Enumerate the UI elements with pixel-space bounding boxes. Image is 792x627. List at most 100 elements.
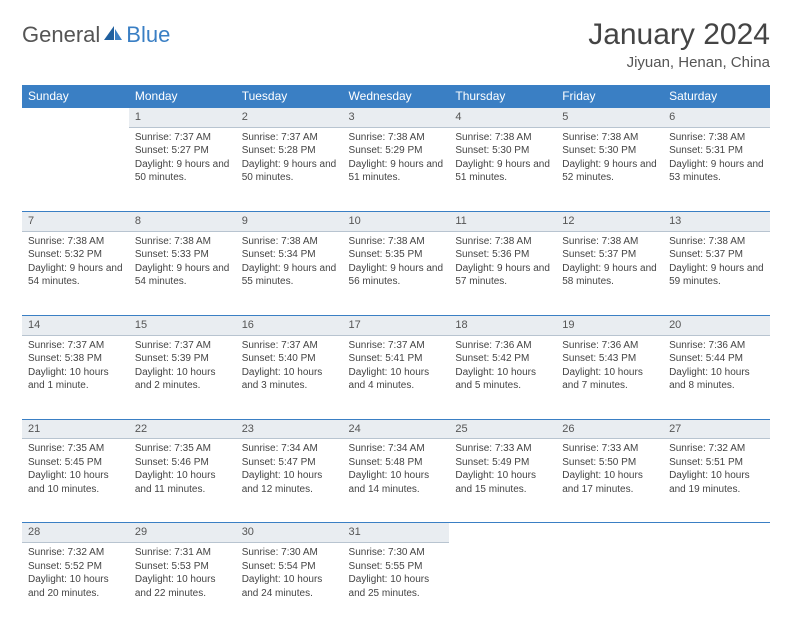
daylight-text: Daylight: 10 hours and 25 minutes. (349, 573, 444, 600)
day-cell: Sunrise: 7:36 AMSunset: 5:44 PMDaylight:… (663, 335, 770, 419)
day-cell: Sunrise: 7:38 AMSunset: 5:36 PMDaylight:… (449, 231, 556, 315)
daylight-text: Daylight: 10 hours and 20 minutes. (28, 573, 123, 600)
day-number: 29 (135, 526, 147, 538)
daylight-text: Daylight: 10 hours and 8 minutes. (669, 366, 764, 393)
sunrise-text: Sunrise: 7:37 AM (135, 339, 230, 353)
day-number: 27 (669, 423, 681, 435)
day-cell-body: Sunrise: 7:37 AMSunset: 5:40 PMDaylight:… (236, 336, 343, 399)
sunset-text: Sunset: 5:45 PM (28, 456, 123, 470)
sunset-text: Sunset: 5:55 PM (349, 560, 444, 574)
sunset-text: Sunset: 5:52 PM (28, 560, 123, 574)
day-cell: Sunrise: 7:30 AMSunset: 5:54 PMDaylight:… (236, 543, 343, 627)
day-number: 18 (455, 319, 467, 331)
sunset-text: Sunset: 5:29 PM (349, 144, 444, 158)
day-content-row: Sunrise: 7:32 AMSunset: 5:52 PMDaylight:… (22, 543, 770, 627)
sunrise-text: Sunrise: 7:32 AM (28, 546, 123, 560)
day-number-row: 28293031 (22, 523, 770, 543)
month-title: January 2024 (588, 18, 770, 52)
sunset-text: Sunset: 5:43 PM (562, 352, 657, 366)
daylight-text: Daylight: 10 hours and 5 minutes. (455, 366, 550, 393)
day-cell: Sunrise: 7:34 AMSunset: 5:48 PMDaylight:… (343, 439, 450, 523)
daylight-text: Daylight: 9 hours and 51 minutes. (349, 158, 444, 185)
day-number: 10 (349, 215, 361, 227)
location: Jiyuan, Henan, China (588, 54, 770, 71)
day-number: 12 (562, 215, 574, 227)
sunset-text: Sunset: 5:53 PM (135, 560, 230, 574)
day-number-cell: 22 (129, 419, 236, 439)
day-number-cell: 31 (343, 523, 450, 543)
day-cell-body: Sunrise: 7:36 AMSunset: 5:42 PMDaylight:… (449, 336, 556, 399)
day-cell-body: Sunrise: 7:35 AMSunset: 5:46 PMDaylight:… (129, 439, 236, 502)
day-number-cell: 3 (343, 108, 450, 128)
day-number-cell: 1 (129, 108, 236, 128)
day-number: 21 (28, 423, 40, 435)
day-cell: Sunrise: 7:34 AMSunset: 5:47 PMDaylight:… (236, 439, 343, 523)
day-number: 3 (349, 111, 355, 123)
sunset-text: Sunset: 5:35 PM (349, 248, 444, 262)
sunset-text: Sunset: 5:38 PM (28, 352, 123, 366)
day-content-row: Sunrise: 7:38 AMSunset: 5:32 PMDaylight:… (22, 231, 770, 315)
weekday-header: Monday (129, 85, 236, 108)
sunrise-text: Sunrise: 7:30 AM (242, 546, 337, 560)
day-cell-body: Sunrise: 7:37 AMSunset: 5:38 PMDaylight:… (22, 336, 129, 399)
daylight-text: Daylight: 9 hours and 54 minutes. (28, 262, 123, 289)
day-cell-body: Sunrise: 7:38 AMSunset: 5:37 PMDaylight:… (663, 232, 770, 295)
day-number: 9 (242, 215, 248, 227)
day-cell-body: Sunrise: 7:38 AMSunset: 5:31 PMDaylight:… (663, 128, 770, 191)
day-cell-body: Sunrise: 7:35 AMSunset: 5:45 PMDaylight:… (22, 439, 129, 502)
sunrise-text: Sunrise: 7:36 AM (669, 339, 764, 353)
day-number: 20 (669, 319, 681, 331)
day-number-cell: 14 (22, 315, 129, 335)
day-cell: Sunrise: 7:38 AMSunset: 5:31 PMDaylight:… (663, 127, 770, 211)
day-number: 22 (135, 423, 147, 435)
day-number-cell: 15 (129, 315, 236, 335)
sunrise-text: Sunrise: 7:31 AM (135, 546, 230, 560)
day-number: 11 (455, 215, 466, 227)
day-number-cell: 23 (236, 419, 343, 439)
sunset-text: Sunset: 5:39 PM (135, 352, 230, 366)
day-number-cell: 12 (556, 211, 663, 231)
sunset-text: Sunset: 5:37 PM (669, 248, 764, 262)
logo-text-blue: Blue (126, 22, 170, 48)
daylight-text: Daylight: 9 hours and 54 minutes. (135, 262, 230, 289)
sunrise-text: Sunrise: 7:38 AM (455, 131, 550, 145)
day-number: 25 (455, 423, 467, 435)
day-cell-body: Sunrise: 7:36 AMSunset: 5:44 PMDaylight:… (663, 336, 770, 399)
day-cell: Sunrise: 7:38 AMSunset: 5:35 PMDaylight:… (343, 231, 450, 315)
day-content-row: Sunrise: 7:37 AMSunset: 5:38 PMDaylight:… (22, 335, 770, 419)
weekday-header: Sunday (22, 85, 129, 108)
day-number-row: 14151617181920 (22, 315, 770, 335)
daylight-text: Daylight: 10 hours and 2 minutes. (135, 366, 230, 393)
sunset-text: Sunset: 5:32 PM (28, 248, 123, 262)
sunset-text: Sunset: 5:36 PM (455, 248, 550, 262)
day-cell: Sunrise: 7:37 AMSunset: 5:39 PMDaylight:… (129, 335, 236, 419)
daylight-text: Daylight: 10 hours and 1 minute. (28, 366, 123, 393)
sunset-text: Sunset: 5:51 PM (669, 456, 764, 470)
day-cell: Sunrise: 7:32 AMSunset: 5:52 PMDaylight:… (22, 543, 129, 627)
day-cell: Sunrise: 7:36 AMSunset: 5:43 PMDaylight:… (556, 335, 663, 419)
day-cell: Sunrise: 7:37 AMSunset: 5:27 PMDaylight:… (129, 127, 236, 211)
day-number-cell: 30 (236, 523, 343, 543)
daylight-text: Daylight: 10 hours and 19 minutes. (669, 469, 764, 496)
daylight-text: Daylight: 9 hours and 55 minutes. (242, 262, 337, 289)
sunrise-text: Sunrise: 7:38 AM (669, 235, 764, 249)
day-cell-body: Sunrise: 7:37 AMSunset: 5:39 PMDaylight:… (129, 336, 236, 399)
weekday-header: Tuesday (236, 85, 343, 108)
sunrise-text: Sunrise: 7:36 AM (562, 339, 657, 353)
day-cell-body: Sunrise: 7:36 AMSunset: 5:43 PMDaylight:… (556, 336, 663, 399)
day-number: 5 (562, 111, 568, 123)
sunset-text: Sunset: 5:34 PM (242, 248, 337, 262)
day-cell: Sunrise: 7:32 AMSunset: 5:51 PMDaylight:… (663, 439, 770, 523)
day-cell: Sunrise: 7:38 AMSunset: 5:30 PMDaylight:… (556, 127, 663, 211)
day-cell-body: Sunrise: 7:33 AMSunset: 5:49 PMDaylight:… (449, 439, 556, 502)
day-number: 1 (135, 111, 141, 123)
sunset-text: Sunset: 5:28 PM (242, 144, 337, 158)
day-cell-body: Sunrise: 7:37 AMSunset: 5:28 PMDaylight:… (236, 128, 343, 191)
day-number: 15 (135, 319, 147, 331)
sunrise-text: Sunrise: 7:38 AM (562, 235, 657, 249)
day-cell: Sunrise: 7:33 AMSunset: 5:50 PMDaylight:… (556, 439, 663, 523)
day-number: 6 (669, 111, 675, 123)
day-cell-body: Sunrise: 7:38 AMSunset: 5:33 PMDaylight:… (129, 232, 236, 295)
sunrise-text: Sunrise: 7:37 AM (135, 131, 230, 145)
day-number: 26 (562, 423, 574, 435)
